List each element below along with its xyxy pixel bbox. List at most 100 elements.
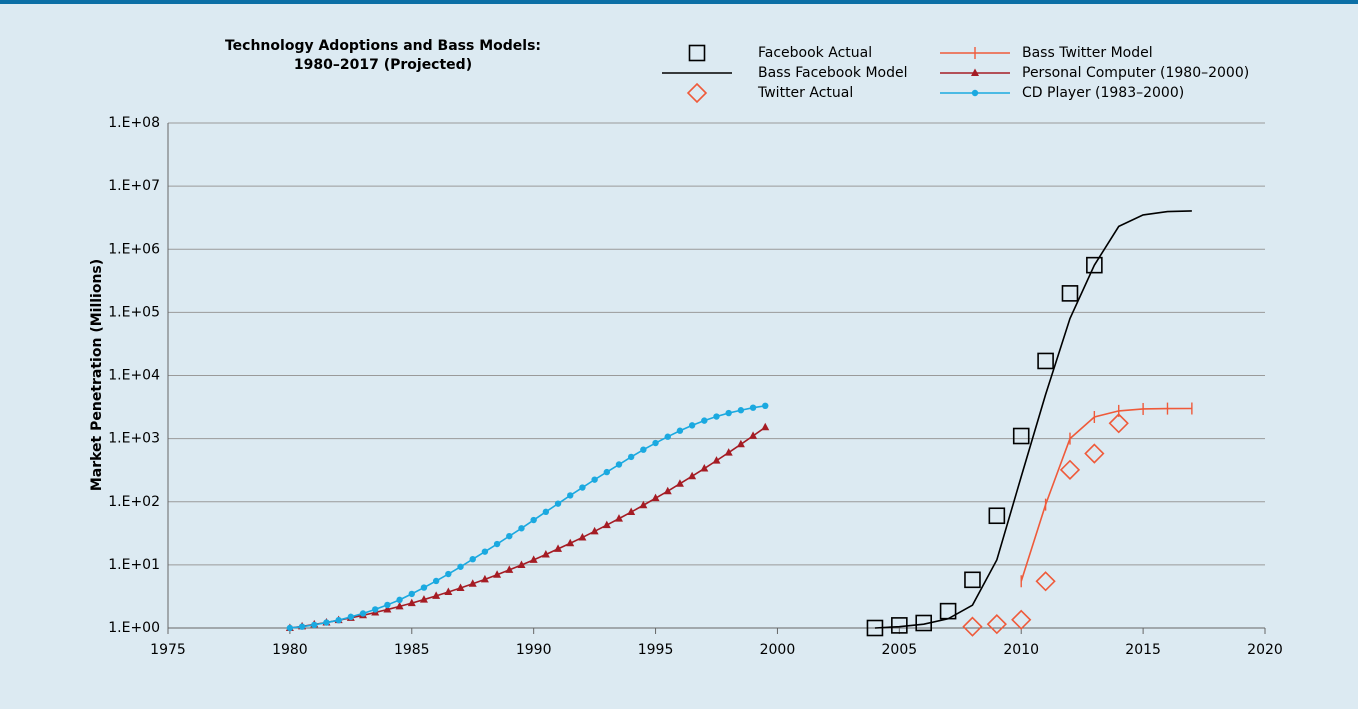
x-tick-label: 2000 bbox=[760, 642, 796, 658]
x-tick-label: 2020 bbox=[1247, 642, 1283, 658]
marker-diamond bbox=[1084, 443, 1105, 464]
x-tick-label: 2015 bbox=[1125, 642, 1161, 658]
y-tick-label: 1.E+03 bbox=[108, 431, 160, 447]
marker-circle bbox=[640, 446, 647, 453]
x-tick-label: 1990 bbox=[516, 642, 552, 658]
marker-diamond bbox=[962, 616, 983, 637]
series-line bbox=[289, 405, 766, 629]
top-border bbox=[0, 0, 1358, 4]
marker-triangle bbox=[590, 526, 599, 535]
marker-triangle bbox=[578, 532, 587, 541]
x-tick-label: 1985 bbox=[394, 642, 430, 658]
marker-triangle bbox=[761, 422, 770, 431]
marker-circle bbox=[457, 563, 464, 570]
y-tick-label: 1.E+01 bbox=[108, 557, 160, 573]
marker-triangle bbox=[724, 448, 733, 456]
x-tick-label: 1980 bbox=[272, 642, 308, 658]
series-line bbox=[289, 426, 766, 629]
legend-marker bbox=[971, 68, 979, 76]
marker-circle bbox=[518, 525, 525, 532]
marker-circle bbox=[432, 577, 440, 585]
marker-triangle bbox=[407, 598, 416, 607]
marker-circle bbox=[286, 624, 294, 632]
marker-circle bbox=[725, 409, 732, 417]
marker-triangle bbox=[468, 579, 477, 587]
marker-triangle bbox=[651, 493, 660, 502]
marker-circle bbox=[615, 461, 623, 468]
y-tick-label: 1.E+08 bbox=[108, 115, 160, 131]
marker-triangle bbox=[444, 587, 453, 595]
marker-triangle bbox=[566, 538, 575, 547]
marker-triangle bbox=[456, 583, 465, 591]
marker-circle bbox=[652, 439, 659, 447]
x-tick-label: 2005 bbox=[882, 642, 918, 658]
marker-circle bbox=[591, 476, 598, 483]
marker-circle bbox=[408, 590, 415, 598]
marker-triangle bbox=[505, 565, 514, 573]
marker-triangle bbox=[614, 514, 623, 522]
marker-circle bbox=[749, 404, 757, 411]
marker-circle bbox=[506, 532, 513, 540]
marker-circle bbox=[396, 596, 403, 604]
marker-circle bbox=[298, 623, 306, 630]
chart-title: 1980–2017 (Projected) bbox=[294, 57, 472, 73]
marker-triangle bbox=[419, 595, 428, 603]
marker-circle bbox=[676, 427, 684, 434]
marker-circle bbox=[347, 613, 355, 621]
y-axis-label: Market Penetration (Millions) bbox=[89, 259, 105, 491]
marker-triangle bbox=[736, 439, 745, 448]
marker-circle bbox=[603, 468, 610, 476]
marker-circle bbox=[384, 601, 391, 609]
marker-diamond bbox=[1108, 413, 1129, 434]
marker-circle bbox=[688, 422, 696, 429]
marker-circle bbox=[335, 616, 342, 624]
marker-triangle bbox=[432, 591, 441, 599]
marker-circle bbox=[627, 453, 635, 461]
y-tick-label: 1.E+02 bbox=[108, 494, 160, 510]
x-tick-label: 1975 bbox=[150, 642, 186, 658]
marker-diamond bbox=[1059, 459, 1081, 480]
marker-circle bbox=[762, 402, 769, 410]
legend-marker bbox=[686, 82, 708, 104]
legend-label: Twitter Actual bbox=[757, 85, 853, 101]
y-tick-label: 1.E+05 bbox=[108, 304, 160, 320]
y-tick-label: 1.E+00 bbox=[108, 620, 160, 636]
legend-label: Facebook Actual bbox=[758, 45, 872, 61]
marker-triangle bbox=[712, 456, 721, 464]
marker-diamond bbox=[986, 614, 1007, 635]
marker-diamond bbox=[1035, 571, 1056, 592]
marker-circle bbox=[737, 407, 745, 414]
legend-label: Personal Computer (1980–2000) bbox=[1022, 65, 1249, 81]
marker-triangle bbox=[395, 601, 404, 610]
marker-triangle bbox=[663, 486, 672, 495]
series-line bbox=[874, 210, 1192, 629]
marker-triangle bbox=[517, 560, 526, 568]
marker-triangle bbox=[700, 464, 709, 472]
y-tick-label: 1.E+04 bbox=[108, 368, 160, 384]
marker-circle bbox=[359, 610, 367, 617]
marker-triangle bbox=[529, 555, 538, 563]
marker-triangle bbox=[383, 605, 392, 613]
marker-triangle bbox=[554, 544, 563, 552]
series-line bbox=[1020, 407, 1192, 582]
marker-triangle bbox=[480, 574, 489, 583]
marker-square bbox=[1037, 352, 1054, 370]
marker-circle bbox=[567, 492, 574, 499]
marker-triangle bbox=[688, 471, 697, 480]
marker-circle bbox=[323, 619, 330, 626]
marker-circle bbox=[713, 413, 720, 420]
marker-circle bbox=[311, 621, 318, 629]
marker-triangle bbox=[493, 570, 502, 578]
legend-label: CD Player (1983–2000) bbox=[1022, 85, 1184, 101]
marker-square bbox=[988, 507, 1006, 525]
marker-circle bbox=[554, 500, 562, 507]
marker-triangle bbox=[675, 479, 684, 487]
chart-title: Technology Adoptions and Bass Models: bbox=[225, 38, 541, 54]
legend-marker bbox=[971, 89, 979, 97]
legend-label: Bass Facebook Model bbox=[758, 65, 908, 81]
marker-circle bbox=[372, 606, 379, 613]
marker-circle bbox=[542, 508, 550, 516]
